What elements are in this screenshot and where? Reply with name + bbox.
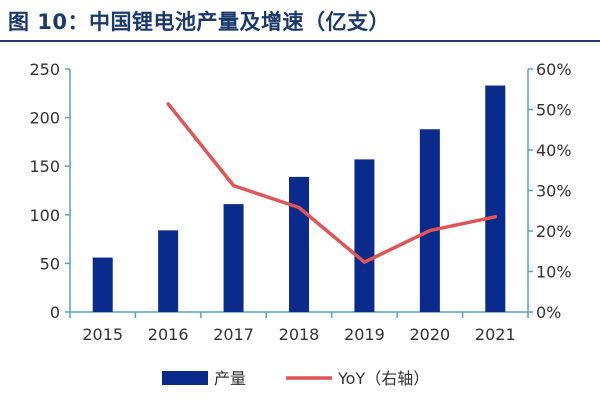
legend-label-line: YoY（右轴） xyxy=(337,369,429,388)
bar-2017 xyxy=(223,204,244,312)
bar-2019 xyxy=(354,159,375,312)
right-tick-label: 60% xyxy=(536,60,572,79)
x-tick-label: 2021 xyxy=(475,325,516,344)
left-tick-label: 150 xyxy=(29,157,60,176)
left-tick-label: 200 xyxy=(29,109,60,128)
right-tick-label: 20% xyxy=(536,222,572,241)
bar-2021 xyxy=(485,85,506,312)
right-tick-label: 50% xyxy=(536,101,572,120)
title-underline xyxy=(0,40,600,42)
x-tick-label: 2016 xyxy=(148,325,189,344)
right-tick-label: 0% xyxy=(536,303,561,322)
chart-header: 图 10：中国锂电池产量及增速（亿支） xyxy=(0,0,600,44)
x-tick-label: 2018 xyxy=(279,325,320,344)
ticks-group: 0 50 100 150 200 250 0% 10% 20% 30% 40% 50% 60% 2015 2… xyxy=(29,60,571,344)
left-tick-label: 250 xyxy=(29,60,60,79)
x-tick-label: 2020 xyxy=(409,325,450,344)
chart-title: 图 10：中国锂电池产量及增速（亿支） xyxy=(8,10,391,34)
right-tick-label: 10% xyxy=(536,263,572,282)
left-tick-label: 0 xyxy=(50,303,60,322)
bar-2015 xyxy=(92,257,113,312)
bar-2016 xyxy=(158,230,179,312)
left-tick-label: 50 xyxy=(40,254,60,273)
right-tick-label: 40% xyxy=(536,141,572,160)
bar-2020 xyxy=(419,129,440,312)
x-tick-label: 2017 xyxy=(213,325,254,344)
bar-2018 xyxy=(289,176,309,312)
line-group xyxy=(166,102,498,264)
legend-label-bar: 产量 xyxy=(214,369,246,388)
yoy-line xyxy=(166,102,498,264)
x-tick-label: 2019 xyxy=(344,325,385,344)
x-tick-label: 2015 xyxy=(82,325,123,344)
left-tick-label: 100 xyxy=(29,206,60,225)
right-tick-label: 30% xyxy=(536,182,572,201)
legend-swatch-bar xyxy=(162,371,208,385)
legend: 产量 YoY（右轴） xyxy=(162,369,429,388)
bars-group xyxy=(92,85,506,312)
